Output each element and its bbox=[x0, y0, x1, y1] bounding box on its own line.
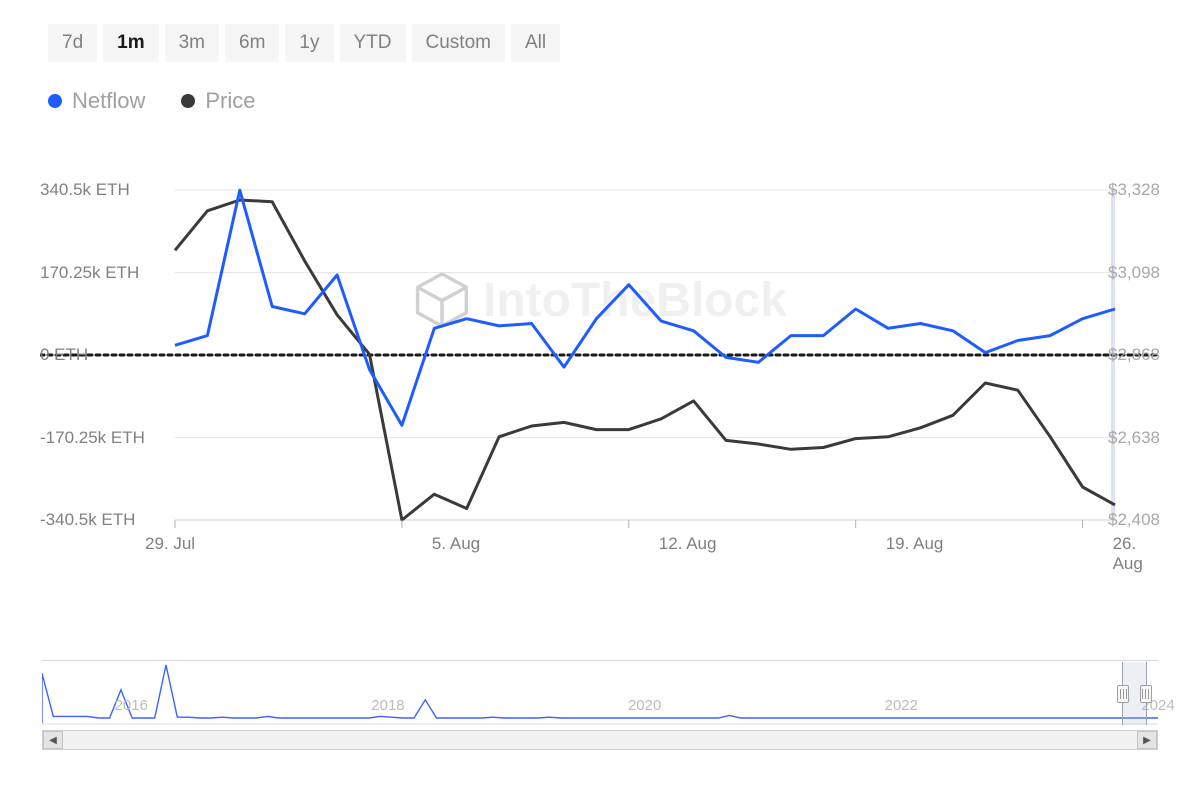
timeframe-tab-3m[interactable]: 3m bbox=[165, 24, 219, 62]
navigator-spark bbox=[42, 661, 1158, 725]
legend-dot-price bbox=[181, 94, 195, 108]
timeframe-tabs: 7d1m3m6m1yYTDCustomAll bbox=[48, 24, 560, 62]
timeframe-tab-7d[interactable]: 7d bbox=[48, 24, 97, 62]
timeframe-tab-custom[interactable]: Custom bbox=[412, 24, 505, 62]
timeframe-tab-1m[interactable]: 1m bbox=[103, 24, 158, 62]
timeframe-tab-6m[interactable]: 6m bbox=[225, 24, 279, 62]
y-right-tick-label: $3,328 bbox=[1108, 180, 1160, 200]
timeframe-tab-all[interactable]: All bbox=[511, 24, 560, 62]
y-left-tick-label: 340.5k ETH bbox=[40, 180, 130, 200]
navigator-scroll-left[interactable]: ◀ bbox=[43, 731, 63, 749]
chart-svg bbox=[40, 180, 1160, 580]
range-navigator[interactable]: 20162018202020222024 ◀ ▶ bbox=[42, 660, 1158, 750]
navigator-scrollbar[interactable]: ◀ ▶ bbox=[42, 730, 1158, 750]
navigator-year-label: 2022 bbox=[885, 697, 918, 714]
navigator-year-label: 2018 bbox=[371, 697, 404, 714]
x-tick-label: 19. Aug bbox=[886, 534, 944, 554]
y-left-tick-label: 170.25k ETH bbox=[40, 263, 139, 283]
legend-label-price: Price bbox=[205, 88, 255, 114]
legend-item-price[interactable]: Price bbox=[181, 88, 255, 114]
x-tick-label: 5. Aug bbox=[432, 534, 480, 554]
navigator-year-label: 2016 bbox=[115, 697, 148, 714]
main-chart[interactable]: 340.5k ETH 170.25k ETH 0 ETH -170.25k ETH -3… bbox=[40, 180, 1160, 580]
navigator-handle-right[interactable] bbox=[1140, 685, 1152, 703]
navigator-handle-left[interactable] bbox=[1117, 685, 1129, 703]
x-tick-label: 12. Aug bbox=[659, 534, 717, 554]
legend-dot-netflow bbox=[48, 94, 62, 108]
y-right-tick-label: $3,098 bbox=[1108, 263, 1160, 283]
legend-item-netflow[interactable]: Netflow bbox=[48, 88, 145, 114]
chart-legend: Netflow Price bbox=[48, 88, 255, 114]
chart-container: 7d1m3m6m1yYTDCustomAll Netflow Price Int… bbox=[0, 0, 1200, 800]
x-tick-label: 29. Jul bbox=[145, 534, 195, 554]
y-left-tick-label: 0 ETH bbox=[40, 345, 88, 365]
timeframe-tab-1y[interactable]: 1y bbox=[285, 24, 333, 62]
timeframe-tab-ytd[interactable]: YTD bbox=[340, 24, 406, 62]
y-right-tick-label: $2,408 bbox=[1108, 510, 1160, 530]
navigator-year-label: 2020 bbox=[628, 697, 661, 714]
y-left-tick-label: -170.25k ETH bbox=[40, 428, 145, 448]
y-left-tick-label: -340.5k ETH bbox=[40, 510, 135, 530]
x-tick-label: 26. Aug bbox=[1113, 534, 1160, 574]
y-right-tick-label: $2,868 bbox=[1108, 345, 1160, 365]
legend-label-netflow: Netflow bbox=[72, 88, 145, 114]
y-right-tick-label: $2,638 bbox=[1108, 428, 1160, 448]
navigator-scroll-right[interactable]: ▶ bbox=[1137, 731, 1157, 749]
navigator-window[interactable] bbox=[1122, 662, 1147, 725]
